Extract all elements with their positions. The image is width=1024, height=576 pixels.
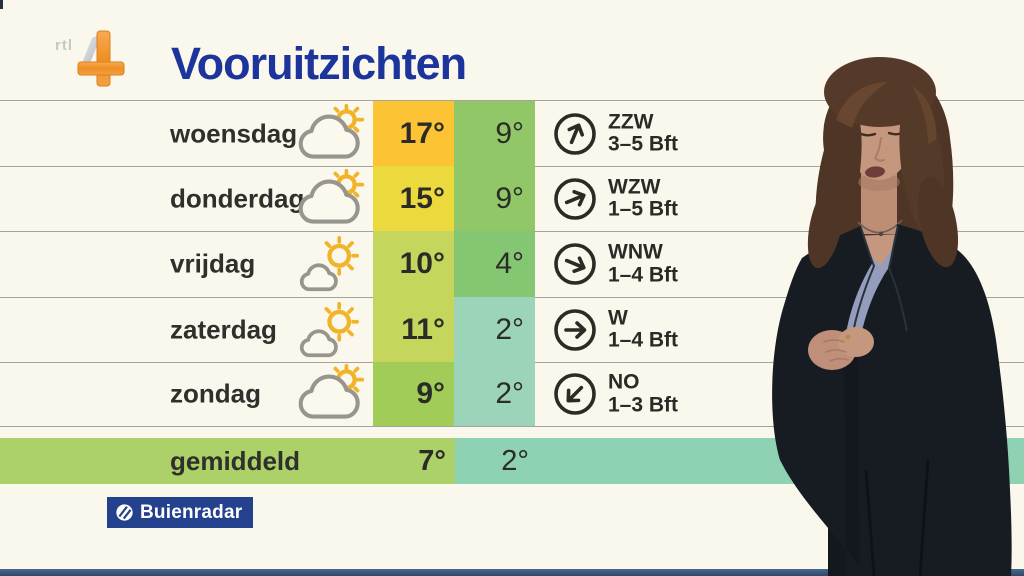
max-temp: 11° bbox=[401, 312, 445, 346]
min-temp-cell: 9° bbox=[454, 101, 535, 166]
day-label: zondag bbox=[170, 378, 261, 409]
day-label: zaterdag bbox=[170, 314, 277, 344]
four-vertical bbox=[96, 30, 111, 87]
wind-direction-icon bbox=[554, 243, 596, 285]
wind-direction-icon bbox=[554, 308, 596, 351]
min-temp: 4° bbox=[495, 247, 524, 280]
min-temp: 2° bbox=[495, 312, 524, 346]
wind-force: 1–4 Bft bbox=[608, 263, 679, 286]
row-divider bbox=[0, 426, 1024, 427]
max-temp: 10° bbox=[399, 247, 445, 280]
max-temp-cell: 11° bbox=[373, 297, 454, 362]
max-temp: 15° bbox=[399, 181, 445, 215]
video-artifact bbox=[0, 0, 3, 9]
weather-icon-partly-cloudy bbox=[293, 364, 369, 424]
weather-icon-sunny-cloud bbox=[293, 300, 369, 360]
min-temp-cell: 2° bbox=[454, 297, 535, 362]
forecast-row: vrijdag 10° bbox=[0, 231, 1024, 297]
wind-direction: ZZW bbox=[608, 109, 654, 133]
max-temp-cell: 17° bbox=[373, 101, 454, 166]
day-label: vrijdag bbox=[170, 248, 256, 279]
max-temp-cell: 15° bbox=[373, 166, 454, 231]
forecast-row: zaterdag 11° bbox=[0, 297, 1024, 362]
wind-info: WNW 1–4 Bft bbox=[608, 241, 678, 286]
weather-icon-partly-cloudy bbox=[293, 168, 369, 229]
rtl-text: rtl bbox=[55, 37, 73, 54]
forecast-row: woensdag 17° bbox=[0, 101, 1024, 166]
wind-info: ZZW 3–5 Bft bbox=[608, 109, 679, 156]
min-temp-cell: 4° bbox=[454, 231, 535, 297]
max-temp: 17° bbox=[399, 116, 445, 150]
wind-direction-icon bbox=[554, 112, 596, 155]
max-temp-cell: 10° bbox=[373, 231, 454, 297]
min-temp-cell: 9° bbox=[454, 166, 535, 231]
wind-force: 3–5 Bft bbox=[608, 132, 679, 156]
presenter-photo bbox=[772, 57, 1012, 576]
forecast-row: donderdag 15° bbox=[0, 166, 1024, 231]
wind-force: 1–4 Bft bbox=[608, 328, 679, 352]
summary-max-temp: 7° bbox=[418, 444, 446, 477]
wind-force: 1–5 Bft bbox=[608, 197, 679, 221]
wind-direction: W bbox=[608, 305, 628, 329]
wind-info: NO 1–3 Bft bbox=[608, 371, 678, 416]
row-divider bbox=[0, 100, 1024, 101]
summary-min-temp: 2° bbox=[501, 444, 529, 477]
buienradar-text: Buienradar bbox=[140, 501, 243, 523]
buienradar-logo: Buienradar bbox=[107, 497, 254, 528]
presenter-arm bbox=[859, 258, 976, 361]
bottom-bar bbox=[0, 569, 1024, 576]
four-crossbar bbox=[77, 61, 125, 76]
summary-label: gemiddeld bbox=[170, 445, 301, 476]
wind-info: W 1–4 Bft bbox=[608, 305, 679, 352]
presenter-blazer-left bbox=[772, 226, 873, 576]
min-temp: 9° bbox=[495, 181, 524, 215]
wind-direction: WNW bbox=[608, 240, 663, 264]
weather-icon-partly-cloudy bbox=[293, 103, 369, 164]
wind-info: WZW 1–5 Bft bbox=[608, 174, 679, 221]
summary-max-band bbox=[0, 438, 455, 484]
day-label: donderdag bbox=[170, 183, 305, 213]
wind-direction: NO bbox=[608, 370, 640, 394]
rtl4-logo: rtl bbox=[55, 30, 125, 87]
page-title: Vooruitzichten bbox=[171, 38, 467, 89]
buienradar-icon bbox=[116, 504, 133, 521]
wind-direction: WZW bbox=[608, 174, 661, 198]
max-temp: 9° bbox=[416, 377, 445, 410]
wind-force: 1–3 Bft bbox=[608, 393, 679, 416]
day-label: woensdag bbox=[170, 118, 298, 148]
min-temp: 2° bbox=[495, 377, 524, 410]
weather-icon-sunny-cloud bbox=[293, 234, 369, 294]
wind-direction-icon bbox=[554, 373, 596, 415]
forecast-row: zondag 9° 2° bbox=[0, 362, 1024, 426]
min-temp-cell: 2° bbox=[454, 362, 535, 426]
wind-direction-icon bbox=[554, 177, 596, 220]
presenter-mouth bbox=[865, 166, 885, 178]
max-temp-cell: 9° bbox=[373, 362, 454, 426]
min-temp: 9° bbox=[495, 116, 524, 150]
